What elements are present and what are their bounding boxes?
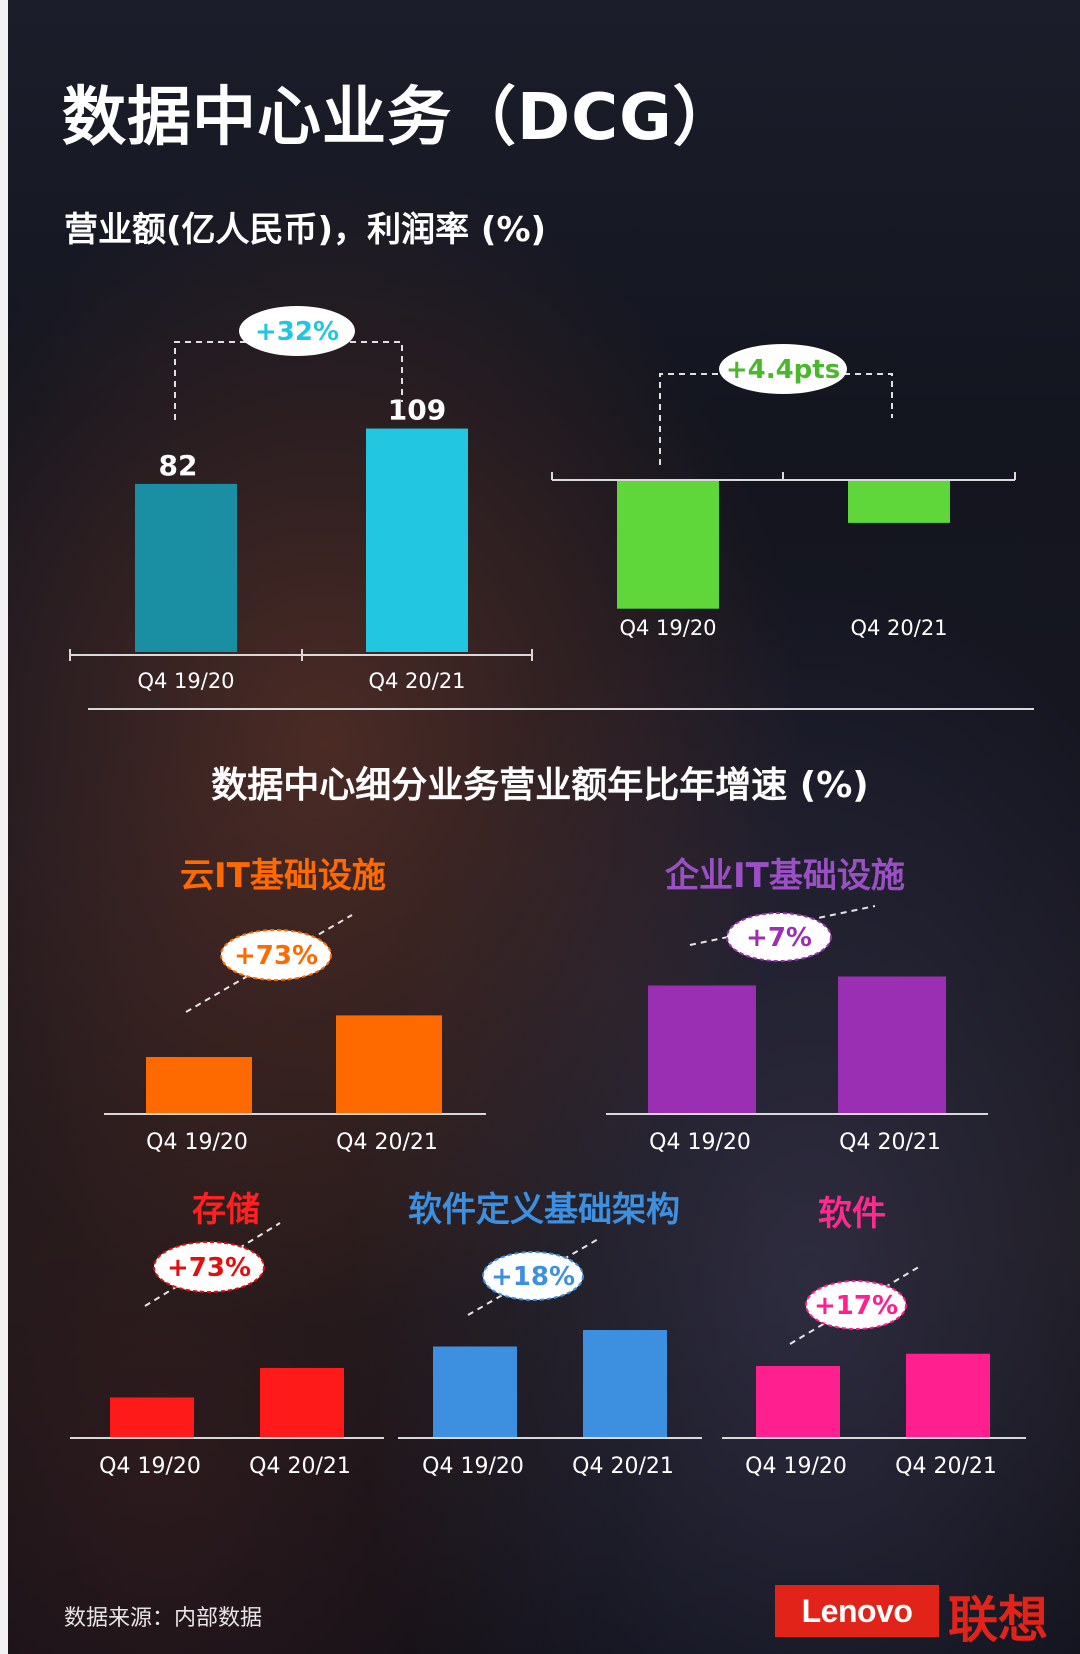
revenue-growth-bubble	[239, 306, 355, 356]
storage-tick-label-2: Q4 20/21	[249, 1454, 351, 1479]
segment-title-enterprise-it: 企业IT基础设施	[665, 856, 905, 896]
enterprise-it-bar-1	[648, 985, 756, 1114]
margin-tick-label-1: Q4 19/20	[619, 616, 716, 640]
margin-bar-2	[848, 480, 950, 523]
revenue-tick-label-2: Q4 20/21	[368, 669, 465, 693]
software-growth-label: +17%	[814, 1291, 898, 1321]
software-tick-label-1: Q4 19/20	[745, 1454, 847, 1479]
segment-title-software: 软件	[818, 1194, 886, 1234]
revenue-bar-1	[135, 483, 237, 652]
lenovo-logo: Lenovo	[775, 1585, 939, 1637]
software-bar-2	[906, 1353, 990, 1438]
sdi-tick-label-2: Q4 20/21	[572, 1454, 674, 1479]
enterprise-it-tick-label-1: Q4 19/20	[649, 1130, 751, 1155]
sdi-bar-2	[583, 1330, 667, 1438]
cloud-it-bar-1	[146, 1057, 252, 1114]
enterprise-it-growth-bubble	[726, 912, 832, 962]
segment-title-sdi: 软件定义基础架构	[408, 1190, 680, 1230]
enterprise-it-bar-2	[838, 976, 946, 1114]
software-growth-bubble	[805, 1280, 907, 1330]
sdi-trend-line	[467, 1237, 601, 1316]
chart-subtitle: 营业额(亿人民币)，利润率 (%)	[64, 210, 547, 250]
margin-connector	[659, 373, 893, 465]
revenue-tick-label-1: Q4 19/20	[137, 669, 234, 693]
enterprise-it-growth-label: +7%	[746, 923, 812, 953]
margin-change-label: +4.4pts	[726, 355, 840, 385]
software-trend-line	[789, 1264, 923, 1345]
enterprise-it-trend-line	[689, 905, 876, 946]
revenue-bar-2	[366, 428, 468, 652]
revenue-growth-label: +32%	[255, 317, 339, 347]
cloud-it-tick-label-1: Q4 19/20	[146, 1130, 248, 1155]
storage-tick-label-1: Q4 19/20	[99, 1454, 201, 1479]
section-divider	[88, 708, 1034, 710]
sdi-bar-1	[433, 1346, 517, 1438]
storage-growth-bubble	[153, 1241, 265, 1293]
cloud-it-tick-label-2: Q4 20/21	[336, 1130, 438, 1155]
cloud-it-bar-2	[336, 1015, 442, 1114]
cloud-it-growth-bubble	[220, 929, 332, 981]
storage-bar-1	[110, 1397, 194, 1438]
section-title: 数据中心细分业务营业额年比年增速 (%)	[211, 765, 869, 806]
enterprise-it-tick-label-2: Q4 20/21	[839, 1130, 941, 1155]
segment-title-cloud-it: 云IT基础设施	[180, 856, 386, 896]
storage-growth-label: +73%	[167, 1253, 251, 1283]
left-edge	[0, 0, 8, 1654]
top-charts: 82 Q4 19/20 109 Q4 20/21 +32% Q4 19/20 Q4 20/2…	[69, 306, 1016, 693]
revenue-data-label-2: 109	[388, 394, 446, 427]
logo-text: Lenovo	[801, 1592, 913, 1629]
source-note: 数据来源：内部数据	[64, 1606, 263, 1631]
margin-change-bubble	[719, 344, 847, 394]
margin-tick-label-2: Q4 20/21	[850, 616, 947, 640]
sdi-growth-label: +18%	[491, 1262, 575, 1292]
revenue-data-label-1: 82	[159, 449, 198, 482]
software-tick-label-2: Q4 20/21	[895, 1454, 997, 1479]
storage-bar-2	[260, 1367, 344, 1438]
margin-bar-1	[617, 480, 719, 609]
logo-chinese: 联想	[948, 1591, 1048, 1649]
cloud-it-growth-label: +73%	[234, 941, 318, 971]
software-bar-1	[756, 1366, 840, 1438]
sdi-tick-label-1: Q4 19/20	[422, 1454, 524, 1479]
page-title: 数据中心业务（DCG）	[62, 81, 738, 155]
segment-title-storage: 存储	[192, 1190, 260, 1230]
sdi-growth-bubble	[482, 1251, 584, 1301]
